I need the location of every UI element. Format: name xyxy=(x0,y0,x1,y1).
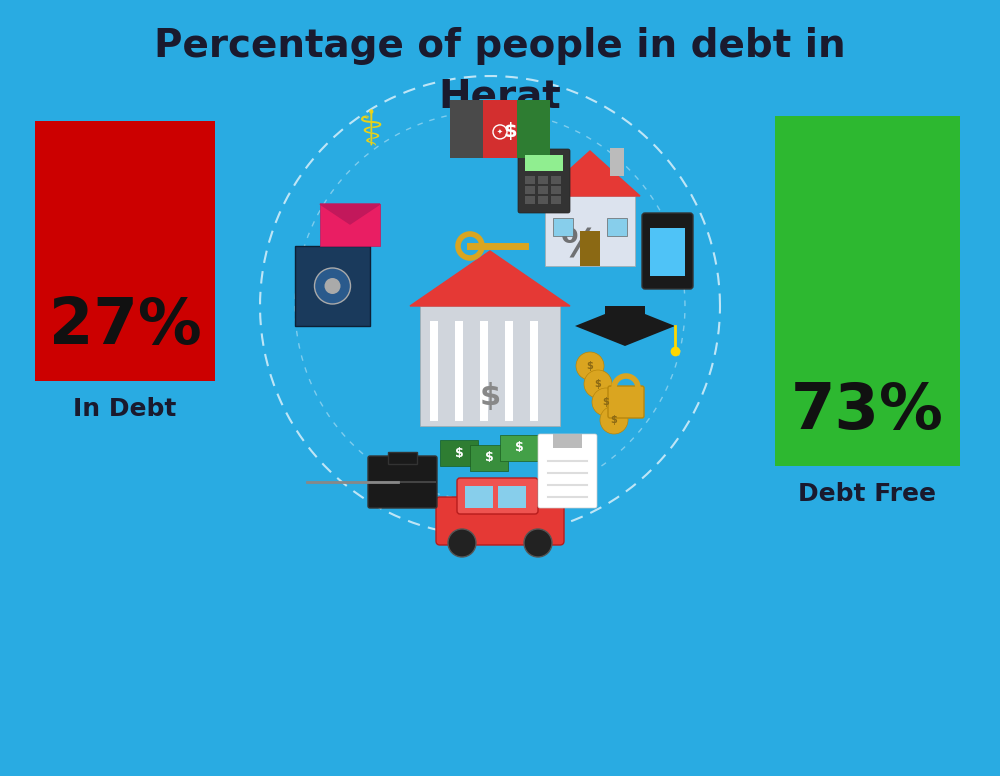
FancyBboxPatch shape xyxy=(608,386,644,418)
Bar xyxy=(483,100,517,158)
Bar xyxy=(538,186,548,194)
Bar xyxy=(605,306,645,326)
Polygon shape xyxy=(540,151,640,196)
Polygon shape xyxy=(410,251,570,306)
Bar xyxy=(450,100,483,158)
Bar xyxy=(500,435,538,461)
Bar xyxy=(551,176,561,184)
Bar xyxy=(430,321,438,421)
Bar xyxy=(580,231,600,266)
Text: 73%: 73% xyxy=(791,380,944,442)
Bar xyxy=(545,196,635,266)
FancyBboxPatch shape xyxy=(538,434,597,508)
Polygon shape xyxy=(575,306,675,346)
Bar xyxy=(551,196,561,204)
Bar xyxy=(420,306,560,426)
FancyBboxPatch shape xyxy=(368,456,437,508)
Bar xyxy=(553,434,582,448)
Bar xyxy=(538,196,548,204)
Bar xyxy=(498,486,526,508)
FancyBboxPatch shape xyxy=(642,213,693,289)
Bar xyxy=(650,228,685,276)
Circle shape xyxy=(600,406,628,434)
Text: 27%: 27% xyxy=(49,295,201,357)
Bar xyxy=(538,176,548,184)
Text: %: % xyxy=(560,227,600,265)
Bar xyxy=(388,452,417,464)
Circle shape xyxy=(576,352,604,380)
FancyBboxPatch shape xyxy=(518,149,570,213)
Text: ⚕: ⚕ xyxy=(357,107,383,155)
Circle shape xyxy=(448,529,476,557)
Bar xyxy=(295,246,370,326)
Text: $: $ xyxy=(479,382,501,411)
Bar xyxy=(775,116,960,466)
Text: In Debt: In Debt xyxy=(73,397,177,421)
Circle shape xyxy=(324,278,340,294)
Text: $: $ xyxy=(503,123,517,141)
Text: Herat: Herat xyxy=(439,77,561,115)
Bar xyxy=(505,321,513,421)
Circle shape xyxy=(592,388,620,416)
Bar xyxy=(525,155,563,171)
Text: Debt Free: Debt Free xyxy=(798,482,936,506)
FancyBboxPatch shape xyxy=(436,497,564,545)
Bar xyxy=(525,196,535,204)
Text: $: $ xyxy=(515,442,523,455)
Bar xyxy=(610,148,624,176)
Bar xyxy=(607,218,627,236)
Polygon shape xyxy=(320,204,380,224)
Circle shape xyxy=(584,370,612,398)
Text: $: $ xyxy=(611,415,617,425)
Text: $: $ xyxy=(603,397,609,407)
Text: Percentage of people in debt in: Percentage of people in debt in xyxy=(154,27,846,65)
Text: $: $ xyxy=(485,452,493,465)
Bar xyxy=(530,321,538,421)
Bar xyxy=(440,440,478,466)
Text: $: $ xyxy=(587,361,593,371)
Bar xyxy=(455,321,463,421)
Circle shape xyxy=(314,268,351,304)
Bar xyxy=(553,218,573,236)
Text: $: $ xyxy=(455,446,463,459)
Text: ✦: ✦ xyxy=(497,129,503,135)
Bar xyxy=(470,445,508,471)
Bar xyxy=(517,100,550,158)
Bar xyxy=(35,121,215,381)
FancyBboxPatch shape xyxy=(457,478,538,514)
Bar xyxy=(480,321,488,421)
Circle shape xyxy=(524,529,552,557)
Bar xyxy=(525,186,535,194)
Bar xyxy=(320,204,380,246)
Bar xyxy=(525,176,535,184)
Text: $: $ xyxy=(595,379,601,389)
Bar xyxy=(551,186,561,194)
Bar xyxy=(465,486,493,508)
Bar xyxy=(480,113,540,151)
